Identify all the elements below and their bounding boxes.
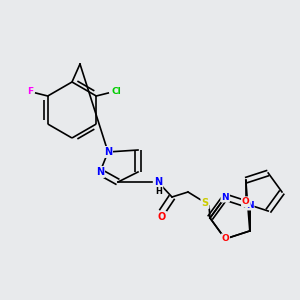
- Text: H: H: [156, 188, 162, 196]
- Text: N: N: [96, 167, 104, 177]
- Text: N: N: [104, 147, 112, 157]
- Text: F: F: [27, 86, 33, 95]
- Text: O: O: [221, 234, 229, 243]
- Text: S: S: [201, 198, 208, 208]
- Text: O: O: [242, 197, 250, 206]
- Text: N: N: [221, 193, 229, 202]
- Text: O: O: [158, 212, 166, 222]
- Text: N: N: [154, 177, 162, 187]
- Text: Cl: Cl: [111, 86, 121, 95]
- Text: N: N: [246, 201, 253, 210]
